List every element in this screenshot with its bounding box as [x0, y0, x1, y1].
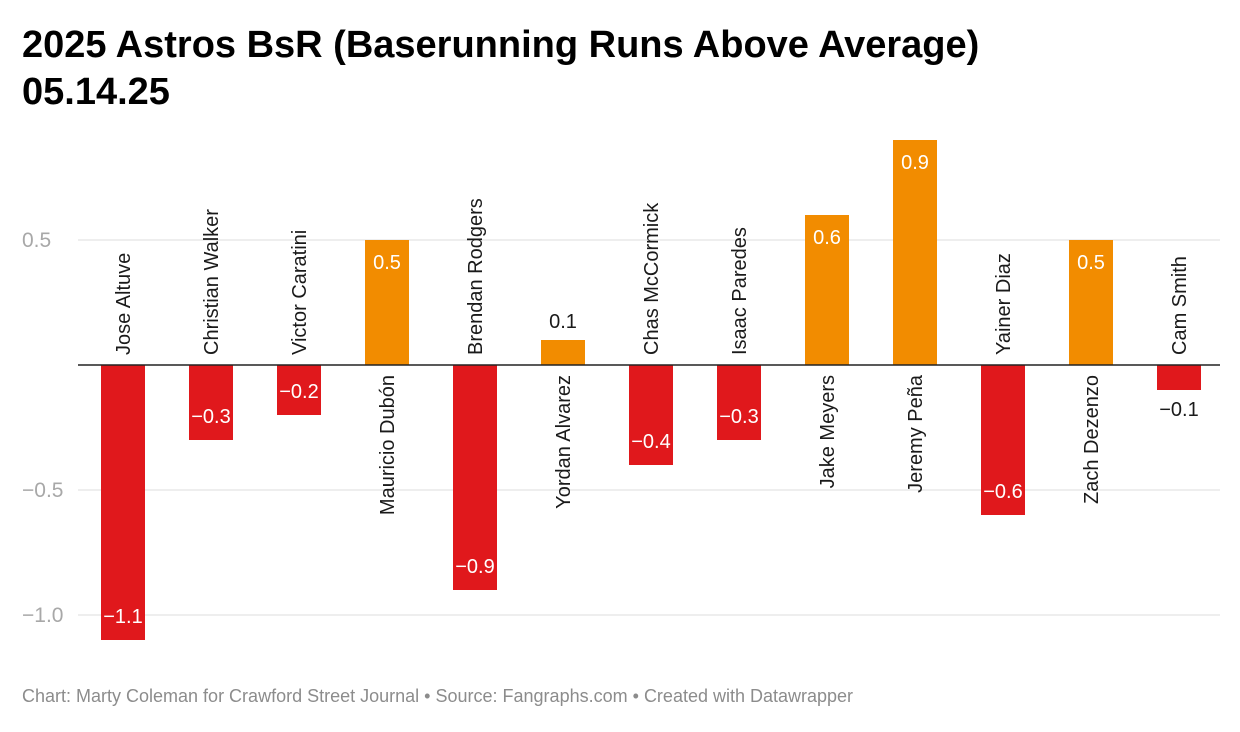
category-label: Mauricio Dubón: [377, 375, 399, 515]
bar-value-label: 0.1: [549, 311, 577, 333]
footer-source: Source: Fangraphs.com: [435, 686, 628, 706]
bar-value-label: 0.5: [373, 252, 401, 274]
grid-layer: [78, 239, 1220, 616]
category-label: Zach Dezenzo: [1081, 375, 1103, 504]
bar-chart: 0.5 −0.5 −1.0 −1.1 Jose Altuve −0.3 Christian …: [22, 140, 1220, 640]
bar: [365, 240, 409, 365]
footer-credit: Chart: Marty Coleman for Crawford Street…: [22, 686, 420, 706]
bar: [717, 365, 761, 440]
category-label: Brendan Rodgers: [465, 198, 487, 355]
bar: [1157, 365, 1201, 390]
bar: [629, 365, 673, 465]
bar-value-label: 0.5: [1077, 252, 1105, 274]
bar: [805, 215, 849, 365]
chart-title: 2025 Astros BsR (Baserunning Runs Above …: [22, 22, 1222, 116]
label-layer: 0.5 −0.5 −1.0 −1.1 Jose Altuve −0.3 Christian …: [22, 152, 1199, 628]
bar: [541, 340, 585, 365]
category-label: Cam Smith: [1169, 256, 1191, 355]
category-label: Yainer Diaz: [993, 253, 1015, 355]
bar-value-label: −0.3: [719, 406, 758, 428]
bar-layer: [101, 140, 1201, 640]
category-label: Victor Caratini: [289, 230, 311, 355]
y-tick-label: 0.5: [22, 229, 51, 252]
y-tick-label: −0.5: [22, 479, 63, 502]
bar-value-label: −0.2: [279, 381, 318, 403]
footer-separator: •: [632, 686, 639, 706]
category-label: Isaac Paredes: [729, 227, 751, 355]
chart-footer: Chart: Marty Coleman for Crawford Street…: [22, 686, 853, 707]
bar-value-label: −0.6: [983, 481, 1022, 503]
bar-value-label: −0.4: [631, 431, 670, 453]
category-label: Jeremy Peña: [905, 374, 927, 493]
category-label: Chas McCormick: [641, 202, 663, 355]
category-label: Yordan Alvarez: [553, 375, 575, 509]
bar: [189, 365, 233, 440]
bar-value-label: −0.9: [455, 556, 494, 578]
bar-value-label: 0.9: [901, 152, 929, 174]
category-label: Jake Meyers: [817, 375, 839, 488]
bar: [981, 365, 1025, 515]
bar-value-label: −1.1: [103, 606, 142, 628]
bar: [893, 140, 937, 365]
category-label: Christian Walker: [201, 209, 223, 355]
bar: [453, 365, 497, 590]
bar-value-label: −0.3: [191, 406, 230, 428]
y-tick-label: −1.0: [22, 604, 63, 627]
bar-value-label: 0.6: [813, 227, 841, 249]
chart-title-line2: 05.14.25: [22, 71, 170, 113]
footer-separator: •: [424, 686, 431, 706]
bar: [277, 365, 321, 415]
bar-value-label: −0.1: [1159, 399, 1198, 421]
category-label: Jose Altuve: [113, 253, 135, 355]
bar: [101, 365, 145, 640]
footer-tool: Created with Datawrapper: [643, 686, 854, 706]
chart-title-line1: 2025 Astros BsR (Baserunning Runs Above …: [22, 24, 980, 66]
bar: [1069, 240, 1113, 365]
